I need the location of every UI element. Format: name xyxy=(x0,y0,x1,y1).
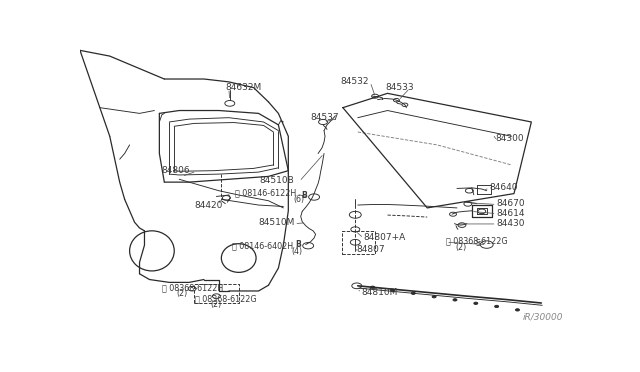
Circle shape xyxy=(390,289,394,291)
Text: Ⓑ 08146-6122H: Ⓑ 08146-6122H xyxy=(234,189,296,198)
Text: 84640: 84640 xyxy=(490,183,518,192)
Text: 84810M: 84810M xyxy=(361,288,397,297)
Text: S: S xyxy=(475,239,480,248)
Text: 84420: 84420 xyxy=(194,201,223,209)
Text: B: B xyxy=(296,240,301,249)
Text: 84532: 84532 xyxy=(340,77,369,86)
Text: 84537: 84537 xyxy=(310,113,339,122)
Circle shape xyxy=(453,299,457,301)
Text: 84614: 84614 xyxy=(497,209,525,218)
Text: 84806: 84806 xyxy=(162,166,191,175)
Text: (2): (2) xyxy=(177,289,188,298)
Text: B: B xyxy=(301,191,307,201)
Text: 84807+A: 84807+A xyxy=(364,234,406,243)
Text: 84510B: 84510B xyxy=(260,176,294,186)
Text: 84510M: 84510M xyxy=(258,218,294,227)
Circle shape xyxy=(371,286,374,288)
Text: iR/30000: iR/30000 xyxy=(523,313,564,322)
Text: (2): (2) xyxy=(455,243,466,251)
Circle shape xyxy=(515,309,520,311)
Text: 84632M: 84632M xyxy=(225,83,262,92)
Text: Ⓢ 08368-6122G: Ⓢ 08368-6122G xyxy=(195,294,257,303)
Text: 84670: 84670 xyxy=(497,199,525,208)
Text: Ⓑ 08146-6402H: Ⓑ 08146-6402H xyxy=(232,241,293,250)
Text: 84430: 84430 xyxy=(497,219,525,228)
Circle shape xyxy=(432,296,436,298)
Text: (6): (6) xyxy=(293,195,304,203)
Text: Ⓢ 08368-6122H: Ⓢ 08368-6122H xyxy=(162,283,223,292)
Circle shape xyxy=(474,302,478,304)
Text: Ⓢ 08368-6122G: Ⓢ 08368-6122G xyxy=(446,237,508,246)
Text: 84533: 84533 xyxy=(385,83,414,92)
Text: (2): (2) xyxy=(210,300,221,309)
Text: (4): (4) xyxy=(291,247,302,256)
Circle shape xyxy=(412,292,415,294)
Circle shape xyxy=(495,305,499,308)
Text: 84807: 84807 xyxy=(356,245,385,254)
Text: 84300: 84300 xyxy=(495,134,524,142)
